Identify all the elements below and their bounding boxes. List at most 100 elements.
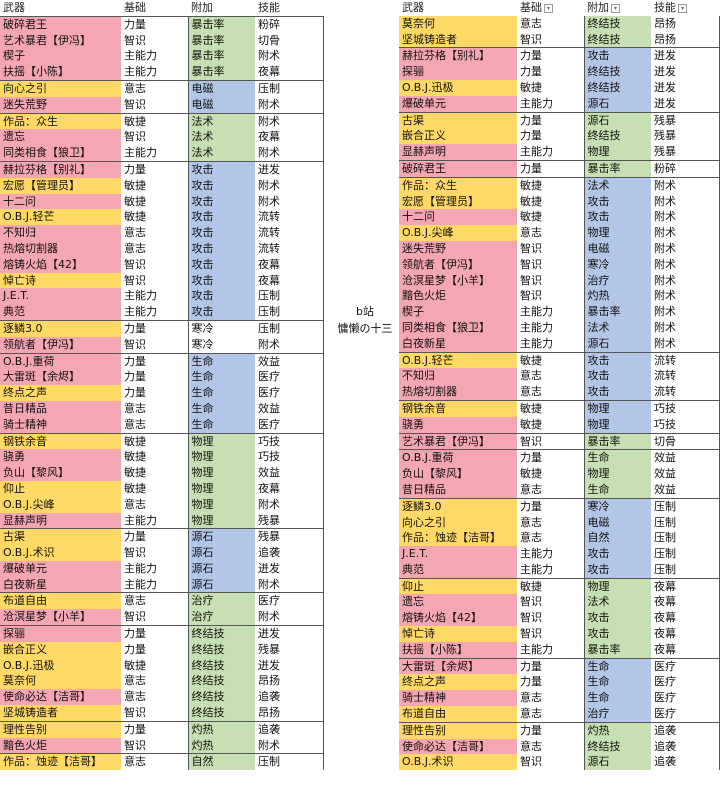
weapon-name-cell[interactable]: O.B.J.轻芒 [0, 209, 121, 226]
extra-stat-cell[interactable]: 源石 [584, 754, 651, 771]
skill-cell[interactable]: 附术 [255, 576, 324, 593]
weapon-name-cell[interactable]: 理性告别 [0, 720, 121, 738]
extra-stat-cell[interactable]: 生命 [188, 416, 255, 434]
base-stat-cell[interactable]: 智识 [121, 256, 189, 273]
skill-cell[interactable]: 附术 [651, 304, 720, 320]
base-stat-cell[interactable]: 力量 [121, 319, 189, 337]
skill-cell[interactable]: 追袭 [651, 738, 720, 755]
base-stat-cell[interactable]: 主能力 [517, 304, 585, 320]
skill-cell[interactable]: 巧技 [255, 432, 324, 450]
extra-stat-cell[interactable]: 寒冷 [584, 497, 651, 515]
base-stat-cell[interactable]: 敏捷 [517, 176, 585, 194]
header-extra[interactable]: 附加 [188, 0, 255, 17]
base-stat-cell[interactable]: 力量 [517, 111, 585, 129]
extra-stat-cell[interactable]: 物理 [584, 466, 651, 482]
skill-cell[interactable]: 压制 [651, 497, 720, 515]
skill-cell[interactable]: 追袭 [255, 545, 324, 561]
extra-stat-cell[interactable]: 攻击 [584, 561, 651, 579]
weapon-name-cell[interactable]: 白夜新星 [0, 576, 121, 593]
extra-stat-cell[interactable]: 生命 [584, 449, 651, 467]
skill-cell[interactable]: 流转 [255, 240, 324, 257]
header-weapon[interactable]: 武器 [399, 0, 517, 16]
weapon-name-cell[interactable]: O.B.J.重荷 [0, 352, 121, 370]
weapon-name-cell[interactable]: 终点之声 [399, 674, 517, 691]
skill-cell[interactable]: 夜幕 [255, 256, 324, 273]
skill-cell[interactable]: 切骨 [651, 432, 720, 450]
extra-stat-cell[interactable]: 终结技 [584, 79, 651, 96]
extra-stat-cell[interactable]: 生命 [188, 400, 255, 417]
base-stat-cell[interactable]: 意志 [517, 225, 585, 241]
base-stat-cell[interactable]: 力量 [517, 128, 585, 145]
extra-stat-cell[interactable]: 寒冷 [584, 256, 651, 273]
base-stat-cell[interactable]: 主能力 [517, 95, 585, 113]
header-base[interactable]: 基础 [121, 0, 188, 17]
extra-stat-cell[interactable]: 物理 [188, 465, 255, 481]
weapon-name-cell[interactable]: 探骊 [399, 64, 517, 80]
extra-stat-cell[interactable]: 暴击率 [584, 432, 651, 450]
skill-cell[interactable]: 流转 [651, 384, 720, 401]
extra-stat-cell[interactable]: 法术 [584, 176, 651, 194]
base-stat-cell[interactable]: 主能力 [121, 145, 189, 162]
base-stat-cell[interactable]: 意志 [517, 530, 585, 547]
extra-stat-cell[interactable]: 暴击率 [188, 48, 255, 65]
skill-cell[interactable]: 效益 [651, 466, 720, 482]
extra-stat-cell[interactable]: 攻击 [188, 225, 255, 241]
extra-stat-cell[interactable]: 法术 [584, 594, 651, 611]
extra-stat-cell[interactable]: 电磁 [584, 514, 651, 531]
skill-cell[interactable]: 效益 [651, 449, 720, 467]
base-stat-cell[interactable]: 敏捷 [517, 351, 585, 369]
extra-stat-cell[interactable]: 攻击 [584, 209, 651, 226]
extra-stat-cell[interactable]: 终结技 [188, 641, 255, 658]
weapon-name-cell[interactable]: 作品：蚀迹【洁哥】 [0, 753, 121, 771]
skill-cell[interactable]: 残暴 [255, 512, 324, 529]
extra-stat-cell[interactable]: 暴击率 [188, 15, 255, 33]
base-stat-cell[interactable]: 敏捷 [517, 193, 585, 210]
weapon-name-cell[interactable]: 莫奈何 [0, 673, 121, 690]
weapon-name-cell[interactable]: 迷失荒野 [0, 96, 121, 114]
skill-cell[interactable]: 迸发 [651, 79, 720, 96]
weapon-name-cell[interactable]: 嵌合正义 [0, 641, 121, 658]
skill-cell[interactable]: 迸发 [255, 657, 324, 674]
skill-cell[interactable]: 效益 [255, 352, 324, 370]
skill-cell[interactable]: 夜幕 [255, 480, 324, 497]
weapon-name-cell[interactable]: 显赫声明 [399, 144, 517, 161]
base-stat-cell[interactable]: 敏捷 [121, 657, 189, 674]
extra-stat-cell[interactable]: 终结技 [188, 625, 255, 642]
extra-stat-cell[interactable]: 终结技 [584, 15, 651, 32]
extra-stat-cell[interactable]: 源石 [188, 545, 255, 561]
base-stat-cell[interactable]: 意志 [517, 368, 585, 385]
base-stat-cell[interactable]: 意志 [121, 689, 189, 706]
base-stat-cell[interactable]: 智识 [517, 272, 585, 289]
weapon-name-cell[interactable]: O.B.J.迅极 [399, 79, 517, 96]
base-stat-cell[interactable]: 力量 [517, 159, 585, 178]
base-stat-cell[interactable]: 力量 [121, 160, 189, 178]
skill-cell[interactable]: 巧技 [651, 416, 720, 434]
base-stat-cell[interactable]: 智识 [121, 129, 189, 146]
base-stat-cell[interactable]: 意志 [121, 400, 189, 417]
skill-cell[interactable]: 医疗 [255, 416, 324, 434]
weapon-name-cell[interactable]: 熔铸火焰【42】 [399, 610, 517, 627]
extra-stat-cell[interactable]: 生命 [188, 385, 255, 401]
skill-cell[interactable]: 附术 [651, 288, 720, 305]
base-stat-cell[interactable]: 主能力 [517, 546, 585, 562]
extra-stat-cell[interactable]: 生命 [584, 674, 651, 691]
base-stat-cell[interactable]: 智识 [517, 610, 585, 627]
weapon-name-cell[interactable]: 遗忘 [399, 594, 517, 611]
filter-dropdown-icon[interactable]: ▾ [678, 3, 687, 13]
weapon-name-cell[interactable]: 大雷斑【余烬】 [0, 369, 121, 386]
skill-cell[interactable]: 夜幕 [255, 272, 324, 289]
skill-cell[interactable]: 医疗 [255, 592, 324, 610]
base-stat-cell[interactable]: 意志 [121, 496, 189, 513]
skill-cell[interactable]: 医疗 [651, 690, 720, 707]
base-stat-cell[interactable]: 智识 [517, 626, 585, 642]
weapon-name-cell[interactable]: 白夜新星 [399, 335, 517, 353]
skill-cell[interactable]: 附术 [651, 272, 720, 289]
extra-stat-cell[interactable]: 暴击率 [584, 304, 651, 320]
skill-cell[interactable]: 残暴 [651, 128, 720, 145]
base-stat-cell[interactable]: 主能力 [517, 144, 585, 161]
weapon-name-cell[interactable]: 遗忘 [0, 129, 121, 146]
weapon-name-cell[interactable]: 楔子 [399, 304, 517, 320]
weapon-name-cell[interactable]: 悼亡诗 [0, 272, 121, 289]
weapon-name-cell[interactable]: O.B.J.重荷 [399, 449, 517, 467]
base-stat-cell[interactable]: 敏捷 [121, 193, 189, 210]
